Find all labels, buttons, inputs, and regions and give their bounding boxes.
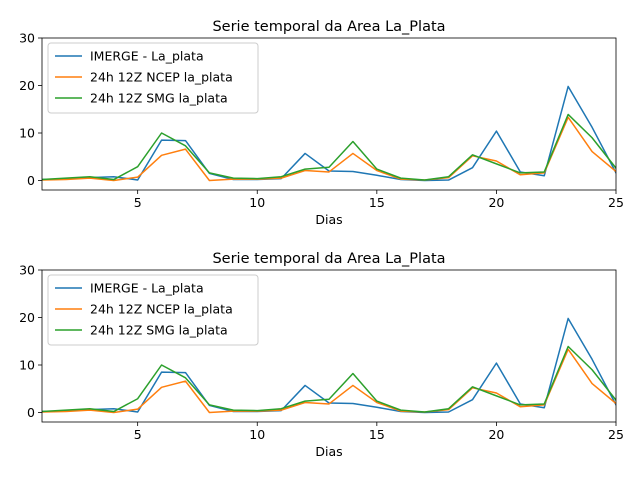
- y-tick-label: 30: [19, 263, 35, 278]
- y-tick-label: 20: [19, 78, 35, 93]
- x-tick-label: 10: [249, 427, 265, 442]
- legend: IMERGE - La_plata 24h 12Z NCEP la_plata 24…: [47, 274, 259, 346]
- plot-frame: [41, 37, 617, 191]
- y-tick-label: 0: [27, 405, 35, 420]
- x-tick-label: 15: [369, 427, 385, 442]
- chart-panel-1: Serie temporal da Area La_Plata 5 10 15 20 25…: [19, 19, 624, 227]
- series-line-2: [42, 116, 616, 182]
- y-tick-label: 30: [19, 31, 35, 46]
- chart-title: Serie temporal da Area La_Plata: [212, 19, 445, 35]
- legend-label-1: IMERGE - La_plata: [90, 281, 204, 296]
- series-line-3: [42, 113, 616, 181]
- x-axis-label: Dias: [315, 444, 342, 459]
- y-tick-label: 0: [27, 173, 35, 188]
- legend-label-3: 24h 12Z SMG la_plata: [90, 91, 228, 106]
- x-tick-label: 10: [249, 195, 265, 210]
- x-tick-label: 25: [608, 195, 624, 210]
- legend-box: [47, 274, 259, 346]
- y-tick-label: 20: [19, 310, 35, 325]
- x-tick-label: 15: [369, 195, 385, 210]
- series-line-1: [42, 85, 616, 182]
- series-line-2: [42, 348, 616, 414]
- x-tick-label: 20: [488, 195, 504, 210]
- legend-label-1: IMERGE - La_plata: [90, 49, 204, 64]
- x-axis-label: Dias: [315, 212, 342, 227]
- legend-label-2: 24h 12Z NCEP la_plata: [90, 70, 233, 85]
- y-tick-label: 10: [19, 126, 35, 141]
- chart-title: Serie temporal da Area La_Plata: [212, 251, 445, 267]
- legend: IMERGE - La_plata 24h 12Z NCEP la_plata 24…: [47, 42, 259, 114]
- series-line-1: [42, 317, 616, 414]
- x-tick-label: 5: [134, 195, 142, 210]
- legend-label-2: 24h 12Z NCEP la_plata: [90, 302, 233, 317]
- plot-frame: [41, 269, 617, 423]
- x-tick-label: 5: [134, 427, 142, 442]
- legend-label-3: 24h 12Z SMG la_plata: [90, 323, 228, 338]
- chart-panel-2: Serie temporal da Area La_Plata 5 10 15 20 25…: [19, 251, 624, 459]
- legend-box: [47, 42, 259, 114]
- y-tick-label: 10: [19, 358, 35, 373]
- x-tick-label: 20: [488, 427, 504, 442]
- series-line-3: [42, 345, 616, 413]
- x-tick-label: 25: [608, 427, 624, 442]
